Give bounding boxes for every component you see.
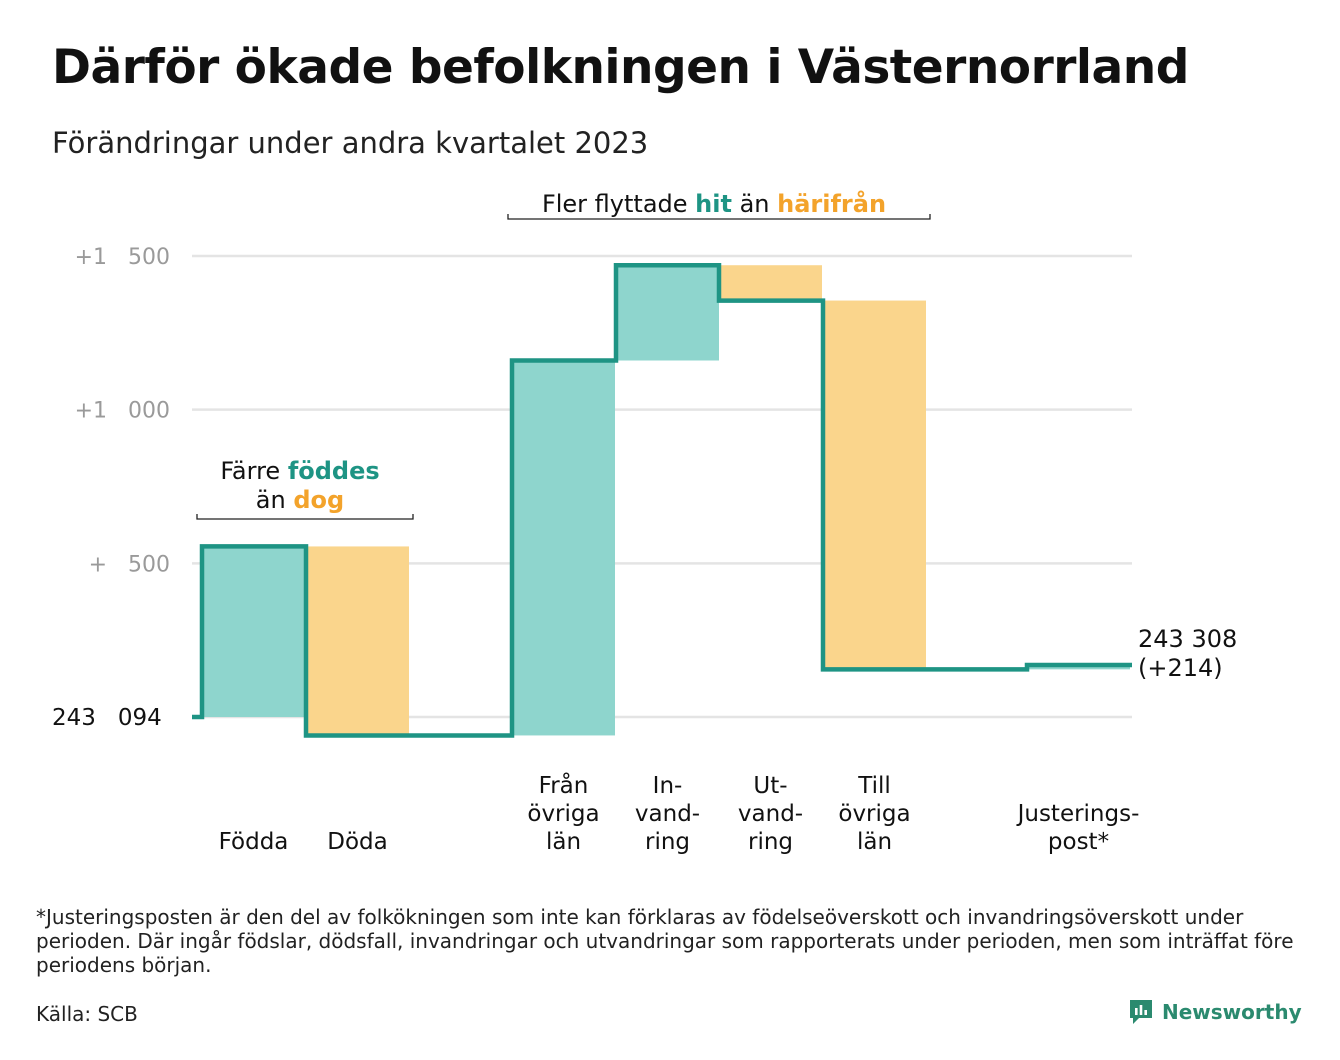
category-label: vand- bbox=[635, 801, 700, 827]
category-label: post* bbox=[1048, 829, 1109, 855]
category-label: Från bbox=[539, 771, 589, 799]
category-label: övriga bbox=[838, 801, 910, 827]
annotation-segment: än bbox=[256, 486, 294, 514]
category-label: län bbox=[546, 829, 581, 855]
annotation-segment: hit bbox=[695, 190, 732, 218]
category-label: övriga bbox=[527, 801, 599, 827]
cumulative-step-line bbox=[192, 262, 1132, 738]
category-label: Födda bbox=[219, 829, 289, 855]
annotation-bracket bbox=[196, 514, 414, 520]
bar bbox=[306, 546, 409, 736]
annotation-bracket bbox=[507, 214, 931, 220]
annotation-segment: än bbox=[732, 190, 777, 218]
y-tick-label: +1 500 bbox=[75, 245, 170, 270]
category-label: län bbox=[857, 829, 892, 855]
bar bbox=[823, 300, 926, 670]
bar bbox=[616, 265, 719, 361]
newsworthy-logo-icon bbox=[1130, 1000, 1152, 1024]
brand: Newsworthy bbox=[1128, 998, 1302, 1026]
end-value-label: 243 308 bbox=[1138, 625, 1237, 653]
category-label: ring bbox=[748, 829, 793, 855]
annotation-segment: föddes bbox=[288, 457, 380, 485]
annotation-segment: Fler flyttade bbox=[542, 190, 695, 218]
category-label: Döda bbox=[327, 829, 387, 855]
chart-title: Därför ökade befolkningen i Västernorrla… bbox=[52, 40, 1189, 95]
start-value-label: 243 094 bbox=[52, 705, 162, 731]
category-label: vand- bbox=[738, 801, 803, 827]
category-label: Till bbox=[857, 773, 891, 799]
y-tick-label: +1 000 bbox=[75, 399, 170, 424]
annotation-text: Färre föddes bbox=[220, 457, 379, 485]
annotation-segment: härifrån bbox=[777, 189, 886, 218]
end-value-label: (+214) bbox=[1138, 654, 1223, 682]
annotation-text: Fler flyttade hit än härifrån bbox=[542, 189, 886, 218]
bar bbox=[202, 546, 305, 717]
category-label: Ut- bbox=[753, 773, 787, 799]
bar bbox=[512, 360, 615, 736]
source-note: Källa: SCB bbox=[36, 1002, 138, 1026]
y-tick-label: + 500 bbox=[89, 552, 170, 577]
chart-subtitle: Förändringar under andra kvartalet 2023 bbox=[52, 126, 649, 160]
category-label: ring bbox=[645, 829, 690, 855]
brand-name: Newsworthy bbox=[1162, 1000, 1302, 1024]
category-label: Justerings- bbox=[1016, 801, 1140, 827]
annotation-segment: dog bbox=[293, 486, 344, 514]
annotation-text: än dog bbox=[256, 486, 344, 514]
footnote: *Justeringsposten är den del av folkökni… bbox=[36, 905, 1294, 977]
category-label: In- bbox=[653, 773, 683, 799]
annotation-segment: Färre bbox=[220, 457, 288, 485]
bar bbox=[719, 265, 822, 301]
